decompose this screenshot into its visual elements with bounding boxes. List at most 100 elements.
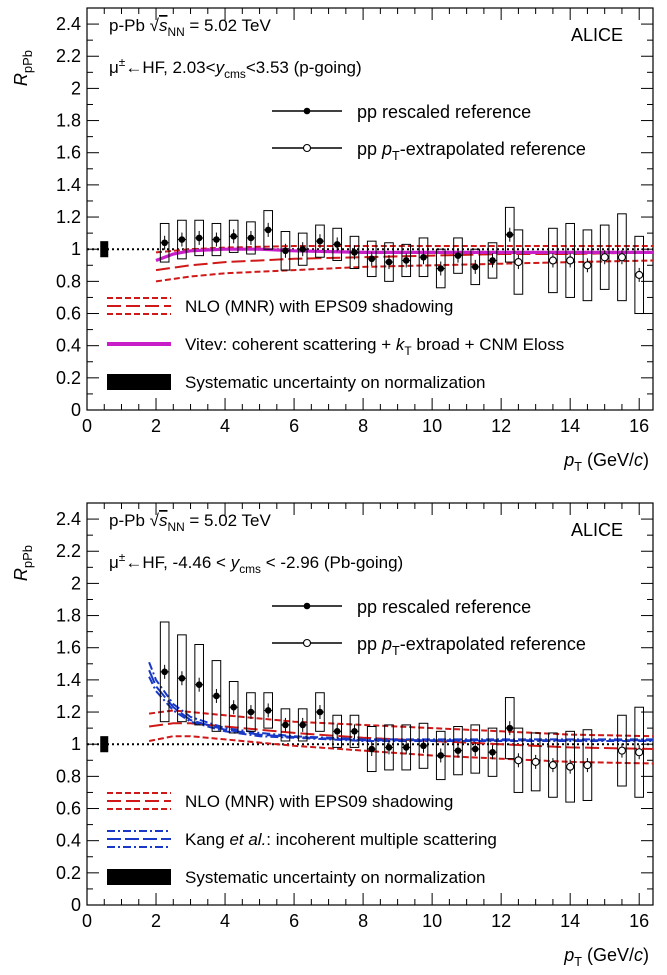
data-point: [435, 730, 446, 781]
legend-filled-marker: [303, 602, 311, 610]
data-point: [565, 730, 575, 803]
x-axis-label: pT​ (GeV/c): [563, 450, 649, 474]
data-point: [263, 210, 274, 250]
filled-marker: [402, 744, 410, 751]
filled-marker: [316, 237, 324, 245]
filled-marker: [437, 265, 445, 272]
filled-marker: [368, 745, 376, 753]
legend-entry-label: NLO (MNR) with EPS09 shadowing: [185, 297, 453, 316]
data-point: [453, 726, 463, 776]
filled-marker: [316, 708, 324, 716]
legend-entry-label: pp pT​-extrapolated reference: [357, 139, 586, 163]
y-tick-label: 2: [71, 78, 81, 98]
y-tick-label: 0.8: [56, 766, 81, 786]
data-point: [211, 660, 222, 732]
x-tick-label: 16: [629, 416, 649, 436]
data-point: [177, 634, 187, 723]
y-tick-label: 0.6: [56, 799, 81, 819]
filled-marker: [471, 745, 479, 753]
filled-marker: [489, 257, 496, 264]
legend-swatch: [107, 869, 171, 885]
data-point: [194, 219, 204, 257]
y-tick-label: 2.2: [56, 46, 81, 66]
y-tick-label: 0.4: [56, 831, 81, 851]
collision-label: p-Pb √sNN​ = 5.02 TeV: [109, 511, 272, 534]
x-tick-label: 10: [422, 911, 442, 931]
data-point: [548, 732, 558, 798]
x-tick-label: 0: [82, 416, 92, 436]
legend-black-box: [107, 374, 171, 390]
model-curve-3: [148, 722, 654, 750]
data-point: [513, 229, 524, 295]
filled-marker: [264, 226, 272, 234]
data-point: [211, 222, 222, 257]
open-marker: [548, 256, 557, 265]
data-point: [513, 727, 524, 793]
y-tick-label: 0: [71, 400, 81, 420]
filled-marker: [420, 253, 427, 261]
filled-marker: [247, 708, 255, 716]
filled-marker: [506, 231, 514, 239]
filled-marker: [195, 234, 203, 242]
data-point: [504, 697, 515, 760]
open-marker: [514, 756, 523, 765]
x-tick-label: 0: [82, 911, 92, 931]
data-point: [194, 644, 204, 726]
x-tick-label: 4: [220, 911, 230, 931]
data-point: [634, 235, 645, 315]
selection-label: μ±​←HF, 2.03<ycms​<3.53 (p-going): [109, 55, 362, 81]
filled-marker: [213, 236, 220, 243]
filled-marker: [161, 239, 168, 247]
data-point: [634, 706, 645, 798]
filled-marker: [489, 748, 496, 756]
y-tick-label: 0: [71, 895, 81, 915]
selection-label: μ±​←HF, -4.46 < ycms​ < -2.96 (Pb-going): [109, 550, 403, 576]
x-axis-label: pT​ (GeV/c): [563, 945, 649, 969]
data-point: [487, 727, 498, 777]
legend-entry-label: Systematic uncertainty on normalization: [185, 373, 485, 392]
data-point: [453, 237, 463, 274]
data-point: [297, 232, 308, 266]
x-tick-label: 14: [560, 416, 580, 436]
data-point: [159, 222, 170, 263]
data-point: [228, 219, 239, 253]
data-point: [349, 714, 360, 748]
data-point: [366, 240, 377, 278]
legend-black-box: [107, 869, 171, 885]
legend-swatch: [107, 830, 171, 848]
y-tick-label: 1.8: [56, 111, 81, 131]
data-point: [470, 248, 481, 286]
filled-marker: [282, 247, 289, 255]
data-point: [401, 243, 412, 278]
legend-entry-label: pp pT​-extrapolated reference: [357, 634, 586, 658]
data-point: [246, 692, 256, 732]
y-axis-label: RpPb: [11, 545, 35, 581]
y-tick-label: 2: [71, 573, 81, 593]
filled-marker: [282, 721, 289, 729]
y-tick-label: 1.4: [56, 670, 81, 690]
x-tick-label: 8: [358, 416, 368, 436]
x-tick-label: 8: [358, 911, 368, 931]
data-point: [263, 692, 274, 729]
collision-label: p-Pb √sNN​ = 5.02 TeV: [109, 16, 272, 39]
filled-marker: [178, 236, 186, 243]
filled-marker: [420, 742, 427, 750]
open-marker: [566, 256, 575, 265]
filled-marker: [195, 681, 203, 689]
legend-swatch: [107, 374, 171, 390]
open-marker: [531, 757, 540, 766]
data-point: [582, 229, 593, 302]
model-curve-4: [155, 247, 653, 262]
data-point: [401, 724, 412, 771]
data-point: [332, 227, 343, 261]
legend-open-marker: [302, 143, 312, 153]
legend-swatch: [107, 792, 171, 810]
filled-marker: [385, 258, 393, 266]
open-marker: [617, 746, 626, 755]
chart-panel-1: 0 0.2 0.4 0.6 0.8 1 1.2 1.4 1.6 1.8 2 2.2 2.4 0 2 4 6 8 10…: [11, 7, 654, 474]
data-point: [487, 242, 498, 279]
data-point: [349, 235, 360, 269]
open-marker: [635, 270, 644, 279]
data-point: [246, 221, 256, 255]
